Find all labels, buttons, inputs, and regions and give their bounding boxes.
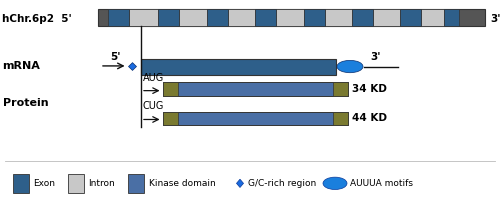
Text: 34 KD: 34 KD — [352, 84, 386, 94]
Bar — [332, 82, 347, 96]
Bar — [162, 82, 348, 96]
Bar — [304, 9, 324, 26]
Ellipse shape — [337, 60, 363, 73]
Bar — [162, 112, 348, 125]
Bar — [324, 9, 352, 26]
Text: 3': 3' — [370, 52, 380, 62]
Text: hChr.6p2  5': hChr.6p2 5' — [2, 14, 72, 23]
Text: mRNA: mRNA — [2, 61, 40, 71]
Bar — [68, 174, 84, 193]
Bar — [98, 9, 485, 26]
Text: AUUUA motifs: AUUUA motifs — [350, 179, 413, 188]
Bar — [276, 9, 303, 26]
Text: Intron: Intron — [88, 179, 116, 188]
Bar — [158, 9, 179, 26]
Bar — [128, 174, 144, 193]
Bar — [162, 112, 178, 125]
Bar — [228, 9, 255, 26]
Ellipse shape — [323, 177, 347, 190]
Bar — [141, 59, 336, 75]
Text: Kinase domain: Kinase domain — [148, 179, 216, 188]
Text: Exon: Exon — [34, 179, 56, 188]
Bar — [373, 9, 400, 26]
Text: 44 KD: 44 KD — [352, 113, 386, 123]
Bar — [352, 9, 373, 26]
Polygon shape — [128, 63, 136, 70]
Bar — [444, 9, 458, 26]
Bar — [421, 9, 444, 26]
Bar — [128, 9, 158, 26]
Bar — [400, 9, 421, 26]
Bar — [206, 9, 228, 26]
Text: 3': 3' — [490, 14, 500, 23]
Bar — [332, 112, 347, 125]
Bar — [255, 9, 276, 26]
Bar — [108, 9, 128, 26]
Text: Protein: Protein — [2, 98, 48, 108]
Polygon shape — [236, 179, 244, 187]
Text: 5': 5' — [110, 52, 120, 62]
Bar — [12, 174, 28, 193]
Text: G/C-rich region: G/C-rich region — [248, 179, 317, 188]
Bar — [162, 82, 178, 96]
Text: CUG: CUG — [142, 101, 164, 111]
Text: AUG: AUG — [142, 73, 164, 83]
Bar — [179, 9, 206, 26]
